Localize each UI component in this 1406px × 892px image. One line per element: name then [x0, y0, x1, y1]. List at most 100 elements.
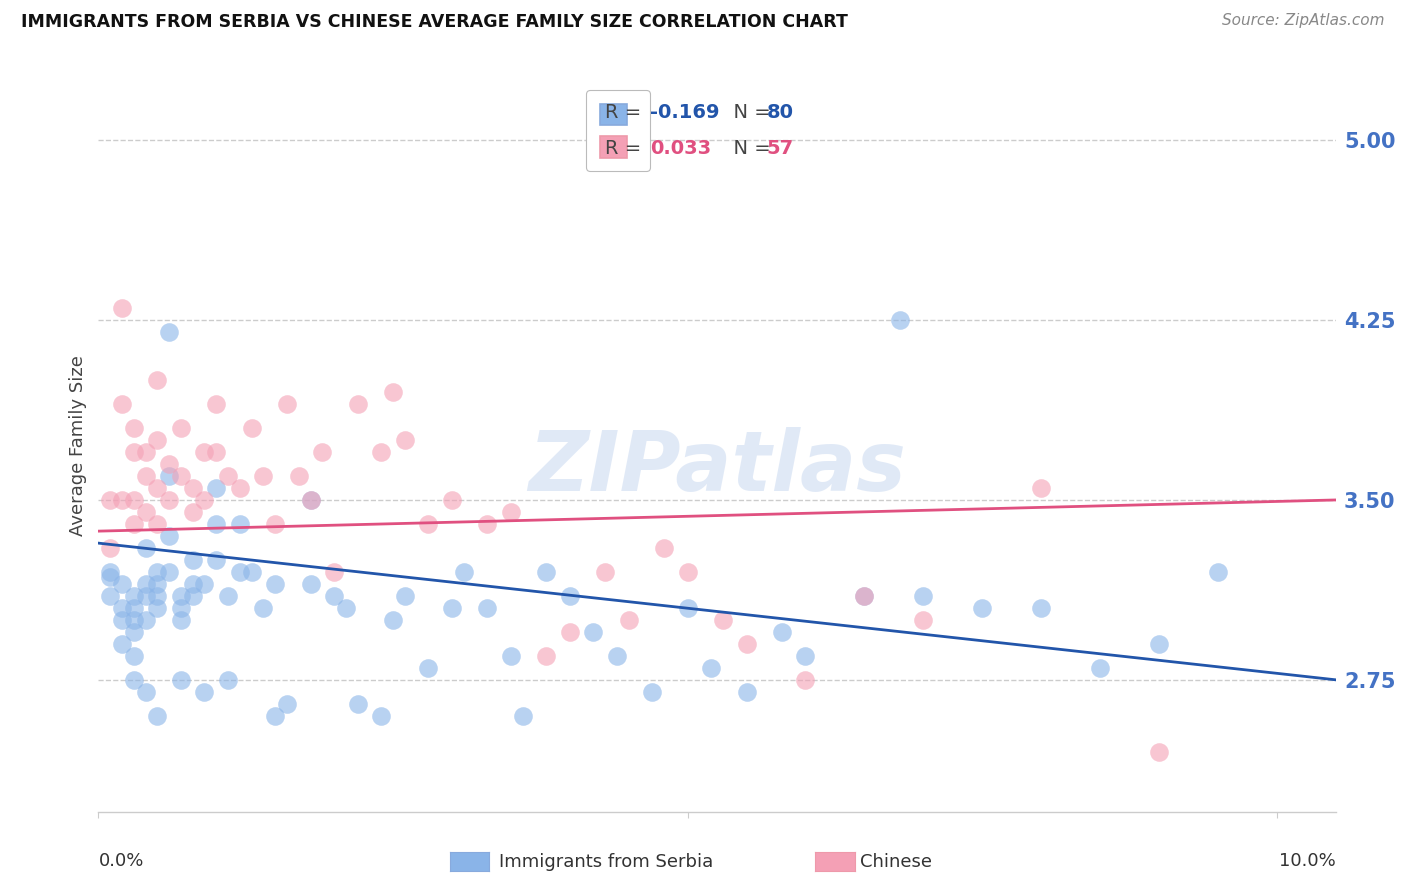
Point — [181, 577, 204, 591]
Point — [912, 613, 935, 627]
Point — [972, 600, 994, 615]
Point — [135, 613, 157, 627]
Point — [499, 505, 522, 519]
Point — [1029, 600, 1052, 615]
Point — [181, 553, 204, 567]
Point — [299, 577, 322, 591]
Point — [111, 600, 134, 615]
Point — [122, 516, 145, 531]
Point — [323, 565, 346, 579]
Point — [122, 673, 145, 687]
Point — [146, 577, 169, 591]
Point — [346, 397, 368, 411]
Point — [346, 697, 368, 711]
Point — [122, 600, 145, 615]
Point — [193, 577, 215, 591]
Point — [193, 685, 215, 699]
Text: Immigrants from Serbia: Immigrants from Serbia — [499, 853, 713, 871]
Point — [794, 648, 817, 663]
Point — [323, 589, 346, 603]
Point — [676, 565, 699, 579]
Point — [111, 613, 134, 627]
Point — [135, 505, 157, 519]
Point — [122, 492, 145, 507]
Point — [157, 565, 180, 579]
Point — [205, 445, 228, 459]
Point — [111, 492, 134, 507]
Point — [335, 600, 357, 615]
Point — [794, 673, 817, 687]
Point — [558, 624, 581, 639]
Point — [418, 661, 440, 675]
Point — [382, 385, 405, 400]
Point — [98, 565, 121, 579]
Point — [276, 697, 298, 711]
Point — [170, 589, 193, 603]
Text: ZIPatlas: ZIPatlas — [529, 427, 905, 508]
Point — [264, 577, 287, 591]
Point — [157, 457, 180, 471]
Point — [146, 373, 169, 387]
Point — [217, 469, 239, 483]
Point — [122, 624, 145, 639]
Point — [229, 481, 252, 495]
Point — [170, 673, 193, 687]
Point — [157, 469, 180, 483]
Point — [477, 600, 499, 615]
Point — [98, 589, 121, 603]
Point — [135, 541, 157, 555]
Point — [617, 613, 640, 627]
Point — [889, 313, 911, 327]
Point — [299, 492, 322, 507]
Point — [394, 433, 416, 447]
Point — [98, 570, 121, 584]
Text: IMMIGRANTS FROM SERBIA VS CHINESE AVERAGE FAMILY SIZE CORRELATION CHART: IMMIGRANTS FROM SERBIA VS CHINESE AVERAG… — [21, 13, 848, 31]
Point — [170, 421, 193, 435]
Text: -0.169: -0.169 — [650, 103, 720, 122]
Text: Chinese: Chinese — [860, 853, 932, 871]
Point — [193, 492, 215, 507]
Text: 80: 80 — [766, 103, 794, 122]
Text: 0.033: 0.033 — [650, 139, 711, 158]
Text: Source: ZipAtlas.com: Source: ZipAtlas.com — [1222, 13, 1385, 29]
Point — [170, 469, 193, 483]
Point — [534, 565, 557, 579]
Point — [229, 516, 252, 531]
Point — [853, 589, 876, 603]
Point — [146, 565, 169, 579]
Point — [98, 541, 121, 555]
Text: N =: N = — [720, 103, 776, 122]
Point — [146, 433, 169, 447]
Text: 57: 57 — [766, 139, 794, 158]
Point — [146, 589, 169, 603]
Point — [735, 637, 758, 651]
Point — [477, 516, 499, 531]
Point — [181, 589, 204, 603]
Point — [111, 637, 134, 651]
Point — [205, 516, 228, 531]
Point — [170, 600, 193, 615]
Text: R =: R = — [605, 139, 648, 158]
Point — [135, 469, 157, 483]
Point — [853, 589, 876, 603]
Point — [582, 624, 605, 639]
Point — [217, 673, 239, 687]
Point — [205, 553, 228, 567]
Point — [770, 624, 793, 639]
Point — [122, 613, 145, 627]
Point — [146, 600, 169, 615]
Point — [170, 613, 193, 627]
Point — [512, 708, 534, 723]
Point — [652, 541, 675, 555]
Point — [240, 565, 263, 579]
Point — [181, 481, 204, 495]
Point — [558, 589, 581, 603]
Point — [912, 589, 935, 603]
Point — [382, 613, 405, 627]
Point — [135, 445, 157, 459]
Point — [418, 516, 440, 531]
Point — [146, 708, 169, 723]
Point — [311, 445, 333, 459]
Point — [264, 516, 287, 531]
Point — [370, 445, 392, 459]
